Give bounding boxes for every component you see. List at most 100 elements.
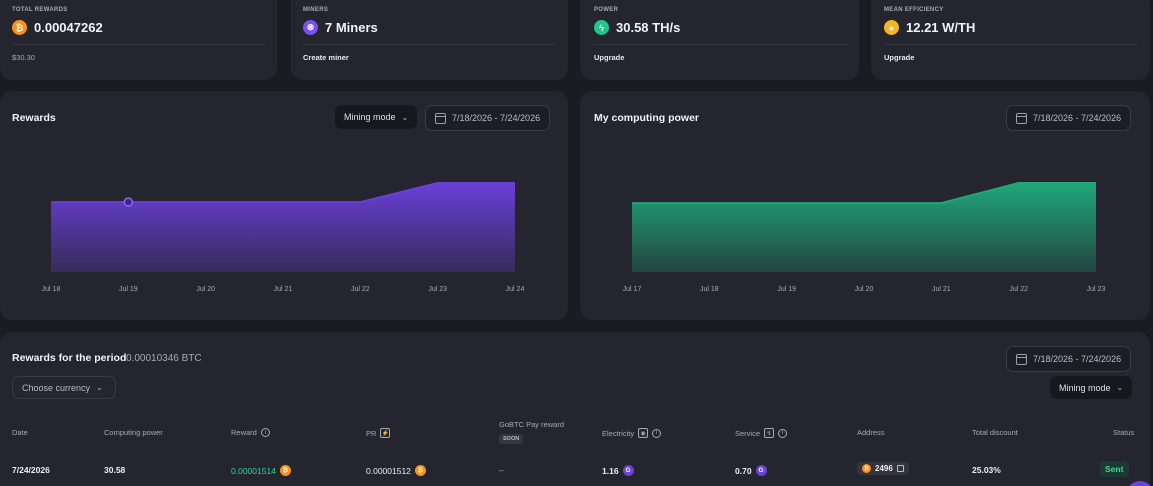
cell-discount: 25.03% — [972, 465, 1001, 475]
address-chip[interactable]: ₿ 2496 — [857, 462, 909, 475]
power-x-tick: Jul 21 — [931, 286, 951, 293]
stat-value: 7 Miners — [325, 20, 378, 35]
status-badge: Sent — [1099, 461, 1130, 477]
stat-value: 12.21 W/TH — [906, 20, 976, 35]
power-chart-card: My computing power 7/18/2026 - 7/24/2026… — [580, 91, 1150, 320]
support-chat-button[interactable] — [1126, 481, 1153, 486]
info-icon[interactable]: i — [778, 428, 788, 438]
bitcoin-icon: ₿ — [279, 465, 291, 476]
soon-badge: SOON — [499, 434, 524, 444]
reward-value: 0.00001514 — [231, 465, 276, 476]
date-range-picker[interactable]: 7/18/2026 - 7/24/2026 — [1006, 105, 1132, 131]
bitcoin-icon: ₿ — [862, 464, 871, 473]
power-card: POWER ϟ 30.58 TH/s Upgrade — [580, 0, 859, 80]
cell-reward: 0.00001514 ₿ — [231, 465, 291, 476]
electricity-value: 1.16 — [602, 465, 619, 476]
mining-mode-dropdown[interactable]: Mining mode ⌄ — [1050, 376, 1133, 399]
power-x-tick: Jul 17 — [622, 286, 642, 293]
gobtc-coin-icon: G — [622, 465, 634, 476]
column-header-reward[interactable]: Reward i — [231, 428, 270, 437]
mining-mode-dropdown[interactable]: Mining mode ⌄ — [335, 105, 418, 129]
date-range-label: 7/18/2026 - 7/24/2026 — [1033, 354, 1122, 364]
cell-service: 0.70 G — [735, 465, 767, 476]
column-header-date[interactable]: Date — [12, 428, 28, 437]
rewards-chart[interactable] — [0, 91, 568, 320]
miner-icon: ⊗ — [303, 20, 318, 35]
column-header-gobtc-pay[interactable]: GoBTC Pay reward — [499, 420, 565, 429]
chevron-down-icon: ⌄ — [401, 112, 409, 122]
table-title: Rewards for the period — [12, 352, 127, 364]
upgrade-efficiency-link[interactable]: Upgrade — [884, 53, 915, 62]
column-header-status[interactable]: Status — [1113, 428, 1135, 437]
total-rewards-card: TOTAL REWARDS ₿ 0.00047262 $30.30 — [0, 0, 277, 80]
date-range-picker[interactable]: 7/18/2026 - 7/24/2026 — [425, 105, 551, 131]
rewards-x-tick: Jul 23 — [428, 286, 447, 293]
service-icon: ↯ — [764, 428, 775, 438]
stat-title: MEAN EFFICIENCY — [884, 7, 944, 13]
calendar-icon — [1016, 353, 1027, 365]
currency-placeholder: Choose currency — [22, 382, 91, 393]
period-total: 0.00010346 BTC — [126, 353, 202, 364]
bitcoin-icon: ₿ — [12, 20, 27, 35]
power-chart[interactable] — [580, 91, 1150, 320]
bulb-icon: ● — [884, 20, 899, 35]
power-x-tick: Jul 19 — [777, 286, 796, 293]
rewards-usd: $30.30 — [12, 53, 35, 62]
cell-date: 7/24/2026 — [12, 465, 50, 475]
electricity-icon: ◉ — [638, 428, 649, 438]
rewards-x-tick: Jul 21 — [273, 286, 293, 293]
column-header-computing-power[interactable]: Computing power — [104, 428, 163, 437]
stat-title: POWER — [594, 7, 619, 13]
mining-mode-label: Mining mode — [344, 112, 396, 122]
power-x-tick: Jul 23 — [1086, 286, 1106, 293]
stat-title: TOTAL REWARDS — [12, 7, 68, 13]
chart-title: Rewards — [12, 112, 56, 124]
rewards-x-tick: Jul 24 — [505, 286, 525, 293]
power-line — [632, 182, 1096, 205]
efficiency-card: MEAN EFFICIENCY ● 12.21 W/TH Upgrade — [871, 0, 1150, 80]
calendar-icon — [1016, 112, 1027, 124]
create-miner-link[interactable]: Create miner — [303, 53, 349, 62]
column-header-pr[interactable]: PR ⚡ — [366, 428, 391, 438]
divider — [594, 44, 847, 45]
rewards-x-tick: Jul 20 — [196, 286, 215, 293]
copy-icon[interactable] — [896, 465, 904, 472]
column-header-total-discount[interactable]: Total discount — [972, 428, 1018, 437]
info-icon[interactable]: i — [260, 428, 270, 437]
miners-card: MINERS ⊗ 7 Miners Create miner — [291, 0, 568, 80]
currency-select[interactable]: Choose currency ⌄ — [12, 376, 116, 399]
column-header-address[interactable]: Address — [857, 428, 885, 437]
pr-value: 0.00001512 — [366, 465, 411, 476]
stat-title: MINERS — [303, 7, 329, 13]
date-range-label: 7/18/2026 - 7/24/2026 — [452, 113, 541, 123]
service-value: 0.70 — [735, 465, 752, 476]
chevron-down-icon: ⌄ — [96, 383, 103, 392]
pr-icon: ⚡ — [380, 428, 391, 438]
lightning-icon: ϟ — [594, 20, 609, 35]
calendar-icon — [435, 112, 446, 124]
divider — [303, 44, 556, 45]
rewards-point[interactable] — [123, 197, 134, 207]
date-range-picker[interactable]: 7/18/2026 - 7/24/2026 — [1006, 346, 1132, 372]
gobtc-coin-icon: G — [755, 465, 767, 476]
info-icon[interactable]: i — [652, 428, 662, 438]
cell-gobtc: – — [499, 465, 504, 475]
power-x-tick: Jul 22 — [1009, 286, 1028, 293]
column-header-electricity[interactable]: Electricity ◉ i — [602, 428, 662, 438]
cell-address: ₿ 2496 — [857, 462, 909, 475]
power-area — [632, 183, 1096, 272]
column-header-service[interactable]: Service ↯ i — [735, 428, 788, 438]
cell-pr: 0.00001512 ₿ — [366, 465, 426, 476]
rewards-x-tick: Jul 22 — [350, 286, 370, 293]
rewards-area — [51, 183, 515, 272]
bitcoin-icon: ₿ — [414, 465, 426, 476]
stat-value: 0.00047262 — [34, 20, 103, 35]
cell-electricity: 1.16 G — [602, 465, 634, 476]
stat-value: 30.58 TH/s — [616, 20, 681, 35]
address-value: 2496 — [875, 464, 893, 473]
mining-mode-label: Mining mode — [1059, 382, 1111, 393]
upgrade-power-link[interactable]: Upgrade — [594, 53, 625, 62]
chart-title: My computing power — [594, 112, 699, 124]
cell-power: 30.58 — [104, 465, 126, 475]
power-x-tick: Jul 20 — [854, 286, 874, 293]
